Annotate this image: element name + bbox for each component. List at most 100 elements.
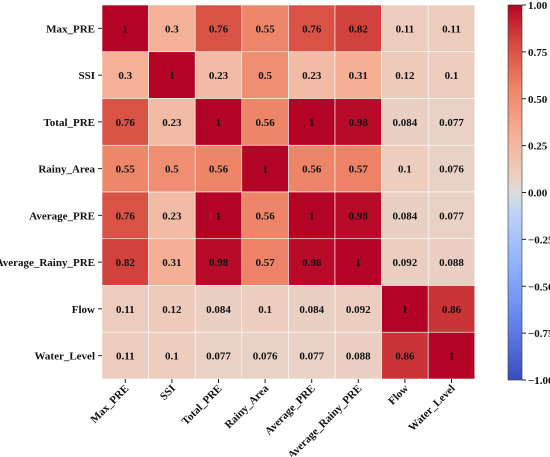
row-label: Water_Level [35, 351, 95, 363]
heatmap-cell [241, 51, 289, 99]
cell-value-label: 0.57 [255, 257, 275, 269]
heatmap-cell [334, 331, 382, 380]
cell-value-label: 0.56 [209, 164, 229, 176]
heatmap-cell [241, 98, 289, 146]
heatmap-cell [288, 144, 336, 193]
row-label: Flow [72, 304, 95, 316]
cell-value-label: 1 [169, 70, 175, 82]
cell-value-label: 0.56 [255, 117, 275, 129]
colorbar-tick-label: 0.50 [528, 94, 548, 106]
row-label: Rainy_Area [38, 164, 95, 176]
cell-value-label: 1 [449, 351, 455, 363]
cell-value-label: 0.11 [116, 351, 135, 363]
cell-value-label: 0.11 [396, 23, 415, 35]
row-label: Average_Rainy_PRE [0, 257, 95, 269]
cell-value-label: 0.23 [162, 117, 182, 129]
heatmap-cell [381, 51, 429, 99]
heatmap-cell [194, 191, 243, 240]
colorbar-tick-label: −0.25 [528, 234, 550, 246]
heatmap-cell [427, 4, 476, 53]
heatmap-cell [427, 51, 476, 99]
row-label: Average_PRE [29, 210, 95, 222]
cell-value-label: 0.084 [206, 304, 231, 316]
colorbar-tick-label: −0.50 [528, 281, 550, 293]
cell-value-label: 0.1 [398, 164, 412, 176]
cell-value-label: 0.3 [165, 23, 179, 35]
cell-value-label: 0.56 [255, 210, 275, 222]
cell-value-label: 0.077 [439, 117, 464, 129]
cell-value-label: 0.76 [302, 23, 322, 35]
colorbar-tick-label: 0.00 [528, 188, 548, 200]
heatmap-cell [427, 144, 476, 193]
cell-value-label: 0.12 [395, 70, 415, 82]
cell-value-label: 0.31 [162, 257, 181, 269]
heatmap-cell [427, 285, 476, 333]
heatmap-cell [241, 331, 289, 380]
heatmap-cell [427, 98, 476, 146]
heatmap-cell [241, 238, 289, 286]
cell-value-label: 0.3 [118, 70, 132, 82]
cell-value-label: 0.092 [393, 257, 418, 269]
row-labels: Max_PRE SSI Total_PRE Rainy_Area Average_PRE… [0, 23, 102, 363]
colorbar-tick-label: −1.00 [528, 375, 550, 387]
cell-value-label: 0.56 [302, 164, 322, 176]
cell-value-label: 0.088 [439, 257, 464, 269]
cell-value-label: 0.57 [349, 164, 369, 176]
cell-value-label: 0.82 [349, 23, 369, 35]
cell-value-label: 1 [262, 164, 268, 176]
colorbar-tick-label: 0.75 [528, 47, 548, 59]
heatmap-cell [334, 238, 382, 286]
row-label: SSI [78, 70, 95, 82]
cell-value-label: 0.76 [116, 210, 136, 222]
colorbar-gradient [507, 4, 523, 381]
heatmap-cell [241, 191, 289, 240]
cell-value-label: 0.5 [165, 164, 179, 176]
heatmap-cell [148, 4, 196, 53]
cell-value-label: 0.1 [258, 304, 272, 316]
cell-value-label: 0.98 [349, 210, 369, 222]
heatmap-cell [334, 144, 382, 193]
cell-value-label: 0.55 [255, 23, 275, 35]
cell-value-label: 0.088 [346, 351, 371, 363]
cell-value-label: 1 [309, 117, 315, 129]
heatmap-cell [194, 98, 243, 146]
cell-value-label: 1 [309, 210, 315, 222]
cell-value-label: 1 [356, 257, 362, 269]
heatmap-cell [148, 98, 196, 146]
cell-value-label: 0.23 [209, 70, 229, 82]
cell-value-label: 0.084 [393, 117, 418, 129]
cell-value-label: 0.5 [258, 70, 272, 82]
heatmap-cell [194, 285, 243, 333]
heatmap-cell [194, 4, 243, 53]
heatmap-cell [381, 4, 429, 53]
heatmap-cell [288, 51, 336, 99]
heatmap-cell [101, 98, 149, 146]
heatmap-cell [381, 98, 429, 146]
heatmap-cell [427, 191, 476, 240]
heatmap-cell [381, 331, 429, 380]
heatmap-cell [334, 191, 382, 240]
cell-value-label: 0.084 [299, 304, 324, 316]
heatmap-cell [334, 51, 382, 99]
heatmap-cell [148, 144, 196, 193]
heatmap-cell [148, 238, 196, 286]
cell-value-label: 0.82 [116, 257, 136, 269]
heatmap-cell [101, 4, 149, 53]
cell-value-label: 0.12 [162, 304, 182, 316]
heatmap-cell [101, 238, 149, 286]
heatmap-cell [334, 98, 382, 146]
cell-value-label: 0.76 [209, 23, 229, 35]
cell-value-label: 0.077 [299, 351, 324, 363]
cell-annotations: 1 0.3 0.76 0.55 0.76 0.82 0.11 0.110.3 1 0.23 0.5 0… [116, 23, 465, 362]
colorbar-tick-label: 1.00 [528, 0, 548, 12]
cell-value-label: 0.1 [165, 351, 179, 363]
heatmap-cells [101, 4, 476, 380]
cell-value-label: 0.55 [116, 164, 136, 176]
heatmap-cell [148, 331, 196, 380]
heatmap-cell [381, 238, 429, 286]
colorbar: 1.00 0.75 0.50 0.25 0.00 −0.25 −0.50 −0.75 −1.00 [507, 0, 550, 387]
colorbar-tick-label: 0.25 [528, 141, 548, 153]
heatmap-cell [148, 51, 196, 99]
cell-value-label: 0.76 [116, 117, 136, 129]
